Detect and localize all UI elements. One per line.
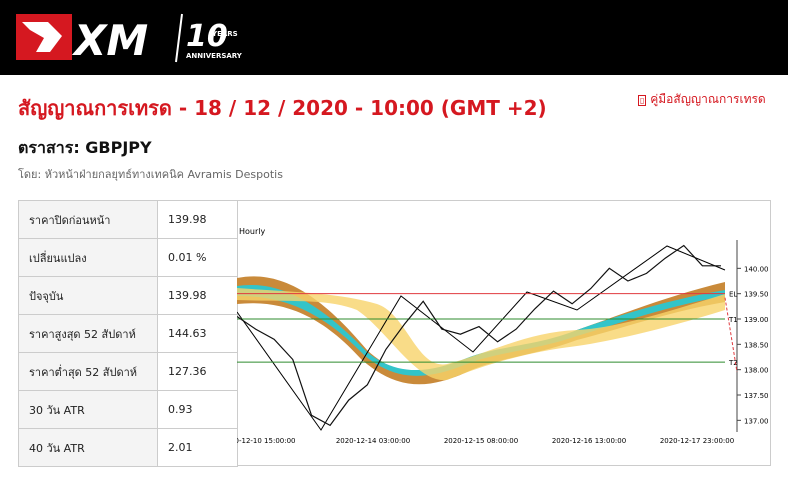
y-tick-label: 137.50 — [744, 392, 769, 400]
cell-label: 30 วัน ATR — [18, 390, 158, 429]
y-tick-label: 138.50 — [744, 341, 769, 349]
y-tick-label: 139.50 — [744, 291, 769, 299]
yellow-band — [237, 288, 725, 381]
table-row: 40 วัน ATR 2.01 — [18, 428, 238, 467]
guide-link[interactable]: ▯ คู่มือสัญญาณการเทรด — [638, 90, 766, 109]
cell-value: 139.98 — [157, 200, 238, 239]
cell-label: ปัจจุบัน — [18, 276, 158, 315]
guide-link-text[interactable]: คู่มือสัญญาณการเทรด — [650, 92, 766, 106]
header: XM 10 YEARS ANNIVERSARY — [0, 0, 788, 75]
x-tick-label: 2020-12-16 13:00:00 — [552, 437, 626, 445]
chart: Hourly 137.00 137.50 138.00 138.50 139.00 139… — [237, 200, 771, 466]
logo: XM 10 YEARS ANNIVERSARY — [16, 13, 243, 65]
anniversary-number: 10 — [186, 19, 228, 54]
author: โดย: หัวหน้าฝ่ายกลยุทธ์ทางเทคนิค Avramis… — [18, 168, 283, 181]
level-label: T1 — [728, 316, 738, 324]
table-row: 30 วัน ATR 0.93 — [18, 390, 238, 429]
y-tick-label: 138.00 — [744, 367, 769, 375]
logo-divider — [175, 13, 183, 63]
level-label: EL — [729, 291, 737, 299]
table-row: เปลี่ยนแปลง 0.01 % — [18, 238, 238, 277]
x-tick-label: 2020-12-14 03:00:00 — [336, 437, 410, 445]
cell-label: ราคาสูงสุด 52 สัปดาห์ — [18, 314, 158, 353]
logo-text: XM — [71, 16, 148, 65]
y-tick-label: 140.00 — [744, 265, 769, 273]
table-row: ราคาปิดก่อนหน้า 139.98 — [18, 200, 238, 239]
level-label: T2 — [728, 359, 738, 367]
cell-value: 127.36 — [157, 352, 238, 391]
page-title: สัญญาณการเทรด - 18 / 12 / 2020 - 10:00 (… — [18, 96, 547, 120]
zigzag — [237, 245, 726, 431]
cell-label: ราคาปิดก่อนหน้า — [18, 200, 158, 239]
cell-value: 139.98 — [157, 276, 238, 315]
cell-value: 2.01 — [157, 428, 238, 467]
cell-label: เปลี่ยนแปลง — [18, 238, 158, 277]
stats-table: ราคาปิดก่อนหน้า 139.98 เปลี่ยนแปลง 0.01 % ปั… — [18, 200, 238, 467]
price-line — [237, 244, 721, 427]
logo-shape — [22, 22, 62, 52]
cell-value: 0.93 — [157, 390, 238, 429]
cell-value: 0.01 % — [157, 238, 238, 277]
chart-label: Hourly — [239, 227, 265, 236]
x-tick-label: 0-12-10 15:00:00 — [237, 437, 295, 445]
table-row: ราคาสูงสุด 52 สัปดาห์ 144.63 — [18, 314, 238, 353]
cell-label: ราคาต่ำสุด 52 สัปดาห์ — [18, 352, 158, 391]
instrument: ตราสาร: GBPJPY — [18, 138, 152, 157]
table-row: ปัจจุบัน 139.98 — [18, 276, 238, 315]
cell-value: 144.63 — [157, 314, 238, 353]
y-tick-label: 139.00 — [744, 316, 769, 324]
y-tick-label: 137.00 — [744, 417, 769, 425]
anniversary-text: ANNIVERSARY — [186, 52, 243, 60]
forecast-arrow — [724, 297, 738, 373]
cell-label: 40 วัน ATR — [18, 428, 158, 467]
table-row: ราคาต่ำสุด 52 สัปดาห์ 127.36 — [18, 352, 238, 391]
x-tick-label: 2020-12-17 23:00:00 — [660, 437, 734, 445]
anniversary-years: YEARS — [211, 30, 238, 38]
x-tick-label: 2020-12-15 08:00:00 — [444, 437, 518, 445]
pdf-icon: ▯ — [638, 95, 647, 106]
